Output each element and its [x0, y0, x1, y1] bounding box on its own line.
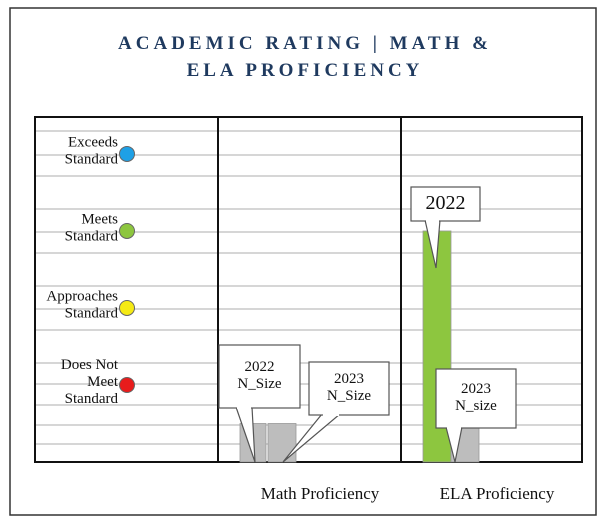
callout-text: 2022 [426, 192, 466, 214]
level-marker [119, 145, 135, 162]
x-tick-label: ELA Proficiency [440, 484, 555, 503]
level-marker [119, 222, 135, 239]
frame [9, 7, 597, 516]
bar [267, 423, 297, 463]
level-marker [119, 299, 135, 316]
x-tick-label: Math Proficiency [261, 484, 380, 503]
y-tick-label: Meets Standard [65, 212, 119, 245]
y-tick-label: Exceeds Standard [65, 135, 119, 168]
callout-box [308, 361, 390, 416]
callout-text: 2022 N_Size [237, 359, 282, 392]
y-tick-label: Approaches Standard [46, 289, 118, 322]
y-tick-label: Does Not Meet Standard [61, 357, 119, 407]
chart-title: ACADEMIC RATING | MATH & [118, 33, 492, 54]
callout-box [410, 186, 481, 222]
level-marker [119, 376, 135, 393]
callout-text: 2023 N_Size [327, 371, 372, 404]
callout-box [435, 368, 517, 429]
callout-box [218, 344, 301, 409]
plot-border [34, 116, 583, 463]
chart-title: ELA PROFICIENCY [187, 60, 424, 81]
callout-text: 2023 N_size [455, 381, 497, 414]
